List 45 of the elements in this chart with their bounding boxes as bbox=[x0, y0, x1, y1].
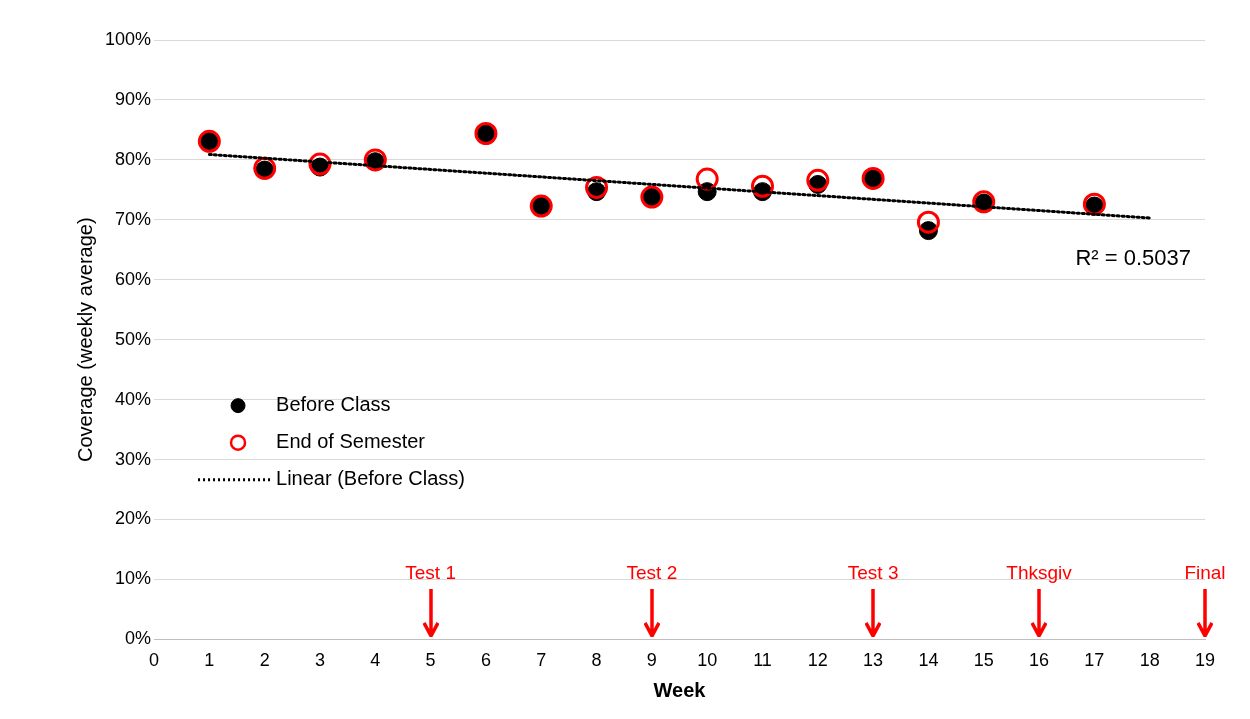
legend-label: Before Class bbox=[276, 393, 391, 416]
ref-line-label: Test 2 bbox=[626, 562, 678, 584]
x-tick-label: 19 bbox=[1194, 650, 1216, 671]
y-tick-label: 20% bbox=[115, 508, 152, 529]
y-tick-label: 80% bbox=[115, 148, 152, 169]
x-axis-title: Week bbox=[653, 678, 707, 701]
x-tick-label: 13 bbox=[863, 650, 884, 671]
x-tick-label: 8 bbox=[591, 650, 602, 671]
point bbox=[916, 210, 940, 234]
point bbox=[806, 168, 830, 192]
ref-line-label: Final bbox=[1184, 562, 1226, 584]
y-tick-label: 100% bbox=[104, 28, 152, 49]
y-tick-label: 60% bbox=[115, 268, 152, 289]
x-tick-label: 12 bbox=[807, 650, 828, 671]
y-tick-label: 50% bbox=[115, 328, 152, 349]
x-tick-label: 18 bbox=[1139, 650, 1160, 671]
x-tick-label: 11 bbox=[753, 650, 772, 671]
x-tick-label: 15 bbox=[973, 650, 994, 671]
legend-label: End of Semester bbox=[276, 430, 426, 453]
y-tick-label: 70% bbox=[115, 208, 152, 229]
point bbox=[308, 152, 332, 176]
x-tick-label: 14 bbox=[918, 650, 939, 671]
x-tick-label: 7 bbox=[536, 650, 547, 671]
x-tick-label: 6 bbox=[480, 650, 491, 671]
legend-label: Linear (Before Class) bbox=[276, 467, 466, 490]
x-tick-label: 1 bbox=[204, 650, 215, 671]
x-tick-label: 16 bbox=[1029, 650, 1050, 671]
x-tick-label: 3 bbox=[314, 650, 325, 671]
y-tick-label: 90% bbox=[115, 88, 152, 109]
annotation: R² = 0.5037 bbox=[1075, 244, 1191, 270]
y-tick-label: 0% bbox=[125, 628, 152, 649]
y-tick-label: 10% bbox=[115, 568, 152, 589]
x-tick-label: 4 bbox=[370, 650, 381, 671]
y-tick-label: 40% bbox=[115, 388, 152, 409]
y-tick-label: 30% bbox=[115, 448, 152, 469]
x-tick-label: 5 bbox=[425, 650, 436, 671]
x-tick-label: 17 bbox=[1084, 650, 1105, 671]
x-tick-label: 2 bbox=[259, 650, 270, 671]
x-tick-label: 9 bbox=[646, 650, 657, 671]
ref-line-label: Test 1 bbox=[405, 562, 456, 584]
x-tick-label: 10 bbox=[697, 650, 718, 671]
x-tick-label: 0 bbox=[149, 650, 160, 671]
ref-line-label: Thksgiv bbox=[1006, 562, 1073, 584]
ref-line-label: Test 3 bbox=[847, 562, 899, 584]
y-axis-title: Coverage (weekly average) bbox=[73, 217, 96, 462]
